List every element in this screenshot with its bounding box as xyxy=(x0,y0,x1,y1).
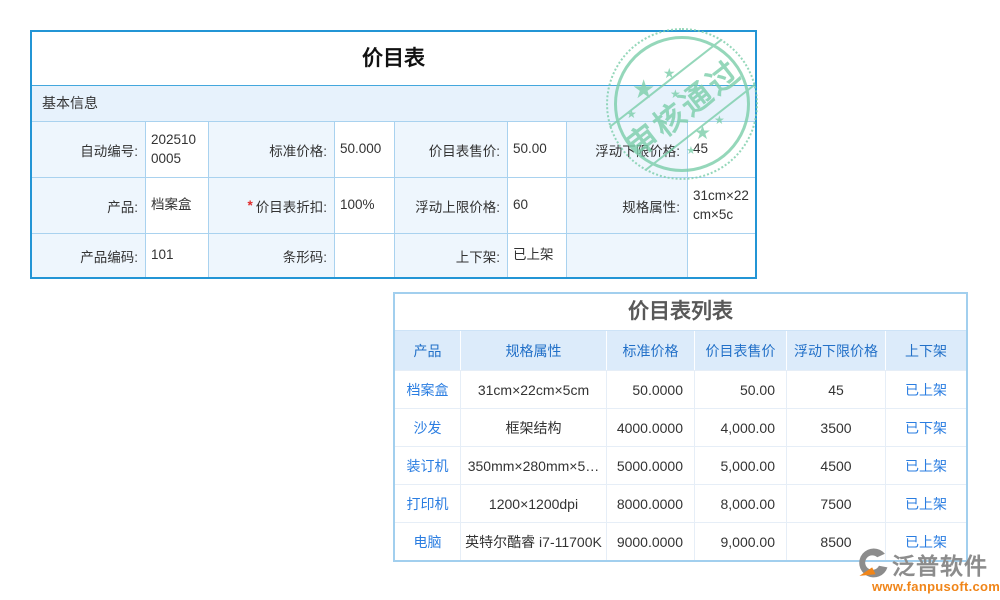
table-header-row: 产品 规格属性 标准价格 价目表售价 浮动下限价格 上下架 xyxy=(395,331,966,370)
cell-floor-price: 7500 xyxy=(787,485,886,522)
table-row: 打印机 1200×1200dpi 8000.0000 8,000.00 7500… xyxy=(395,484,966,522)
field-label-floor-price: 浮动下限价格: xyxy=(567,122,688,178)
form-grid: 自动编号: 2025100005 标准价格: 50.000 价目表售价: 50.… xyxy=(32,122,755,277)
section-basic-info: 基本信息 xyxy=(32,86,755,122)
form-title: 价目表 xyxy=(32,32,755,86)
col-header-standard-price: 标准价格 xyxy=(607,331,695,370)
cell-spec: 31cm×22cm×5cm xyxy=(461,371,607,408)
field-value-floor-price: 45 xyxy=(688,122,755,178)
product-link[interactable]: 打印机 xyxy=(406,495,449,512)
cell-floor-price: 3500 xyxy=(787,409,886,446)
field-value-discount: 100% xyxy=(335,178,395,234)
table-row: 档案盒 31cm×22cm×5cm 50.0000 50.00 45 已上架 xyxy=(395,370,966,408)
field-label-ceiling-price: 浮动上限价格: xyxy=(395,178,508,234)
price-list-table: 价目表列表 产品 规格属性 标准价格 价目表售价 浮动下限价格 上下架 档案盒 … xyxy=(393,292,968,562)
product-link[interactable]: 电脑 xyxy=(413,533,442,550)
field-label-product-code: 产品编码: xyxy=(32,234,146,277)
field-label-shelf-status: 上下架: xyxy=(395,234,508,277)
cell-spec: 英特尔酷睿 i7-11700K xyxy=(461,523,607,560)
field-value-product: 档案盒 xyxy=(146,178,209,234)
table-title: 价目表列表 xyxy=(395,294,966,331)
product-link[interactable]: 档案盒 xyxy=(406,381,449,398)
field-value-shelf-status: 已上架 xyxy=(508,234,567,277)
col-header-shelf-status: 上下架 xyxy=(905,342,947,359)
cell-floor-price: 4500 xyxy=(787,447,886,484)
product-link[interactable]: 沙发 xyxy=(413,419,442,436)
shelf-status-link[interactable]: 已上架 xyxy=(905,495,947,512)
col-header-product: 产品 xyxy=(395,331,461,370)
cell-standard-price: 9000.0000 xyxy=(607,523,695,560)
cell-standard-price: 5000.0000 xyxy=(607,447,695,484)
cell-standard-price: 50.0000 xyxy=(607,371,695,408)
cell-list-price: 4,000.00 xyxy=(695,409,787,446)
cell-list-price: 50.00 xyxy=(695,371,787,408)
field-label-discount: * 价目表折扣: xyxy=(209,178,335,234)
shelf-status-link[interactable]: 已上架 xyxy=(905,457,947,474)
field-label-spec: 规格属性: xyxy=(567,178,688,234)
fanpu-logo-url[interactable]: www.fanpusoft.com xyxy=(872,579,1000,594)
field-value-empty xyxy=(688,234,755,277)
product-link[interactable]: 装订机 xyxy=(406,457,449,474)
table-row: 装订机 350mm×280mm×5… 5000.0000 5,000.00 45… xyxy=(395,446,966,484)
cell-list-price: 9,000.00 xyxy=(695,523,787,560)
table-row: 沙发 框架结构 4000.0000 4,000.00 3500 已下架 xyxy=(395,408,966,446)
fanpu-logo-text: 泛普软件 xyxy=(892,553,988,579)
field-label-auto-number: 自动编号: xyxy=(32,122,146,178)
shelf-status-link[interactable]: 已上架 xyxy=(905,533,947,550)
cell-list-price: 5,000.00 xyxy=(695,447,787,484)
cell-spec: 1200×1200dpi xyxy=(461,485,607,522)
field-label-list-price: 价目表售价: xyxy=(395,122,508,178)
shelf-status-link[interactable]: 已下架 xyxy=(905,419,947,436)
fanpu-logo-icon xyxy=(856,547,890,581)
cell-spec: 框架结构 xyxy=(461,409,607,446)
cell-standard-price: 4000.0000 xyxy=(607,409,695,446)
col-header-spec: 规格属性 xyxy=(461,331,607,370)
col-header-floor-price: 浮动下限价格 xyxy=(787,331,886,370)
field-label-standard-price: 标准价格: xyxy=(209,122,335,178)
field-value-barcode xyxy=(335,234,395,277)
field-value-product-code: 101 xyxy=(146,234,209,277)
table-row: 电脑 英特尔酷睿 i7-11700K 9000.0000 9,000.00 85… xyxy=(395,522,966,560)
cell-floor-price: 45 xyxy=(787,371,886,408)
price-list-form: 价目表 基本信息 自动编号: 2025100005 标准价格: 50.000 价… xyxy=(30,30,757,279)
field-value-standard-price: 50.000 xyxy=(335,122,395,178)
field-value-list-price: 50.00 xyxy=(508,122,567,178)
required-asterisk: * xyxy=(247,198,253,213)
shelf-status-link[interactable]: 已上架 xyxy=(905,381,947,398)
field-value-ceiling-price: 60 xyxy=(508,178,567,234)
cell-standard-price: 8000.0000 xyxy=(607,485,695,522)
col-header-list-price: 价目表售价 xyxy=(695,331,787,370)
cell-spec: 350mm×280mm×5… xyxy=(461,447,607,484)
field-label-barcode: 条形码: xyxy=(209,234,335,277)
fanpu-logo: 泛普软件 www.fanpusoft.com xyxy=(856,547,1000,594)
cell-list-price: 8,000.00 xyxy=(695,485,787,522)
cell-floor-price: 8500 xyxy=(787,523,886,560)
field-value-spec: 31cm×22cm×5c xyxy=(688,178,755,234)
field-value-auto-number: 2025100005 xyxy=(146,122,209,178)
field-label-product: 产品: xyxy=(32,178,146,234)
field-label-empty xyxy=(567,234,688,277)
